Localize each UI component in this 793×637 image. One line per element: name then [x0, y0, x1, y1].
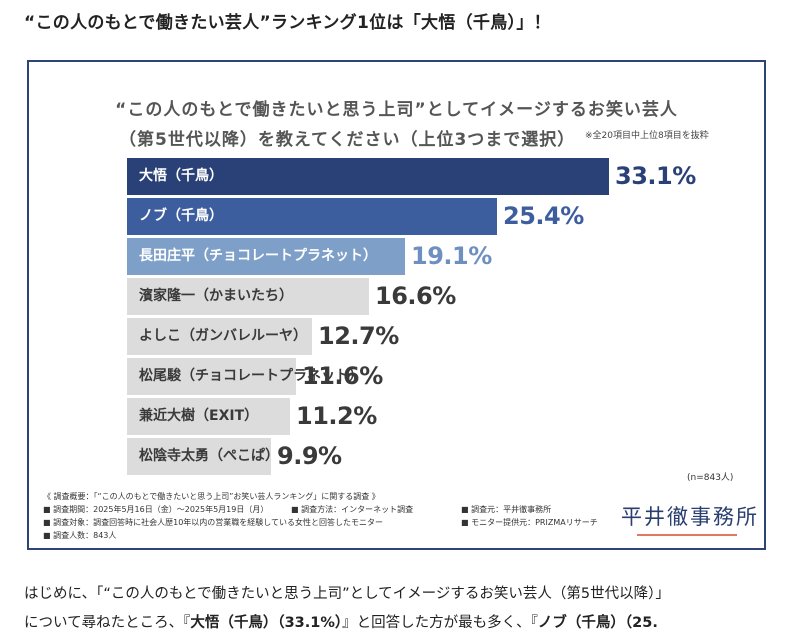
survey-heading: 《 調査概要：「“この人のもとで働きたいと思う上司”お笑い芸人ランキング」に関す…: [43, 492, 380, 501]
bar-value: 33.1%: [615, 162, 696, 190]
sample-size: (n=843人): [687, 473, 734, 483]
paragraph-text: 』と回答した方が最も多く、『: [342, 615, 538, 631]
company-logo: 平井徹事務所: [621, 505, 759, 529]
bar-row: 兼近大樹（EXIT） 11.2%: [127, 398, 747, 435]
bar-row: ノブ（千鳥） 25.4%: [127, 198, 747, 235]
bar-row: 松陰寺太勇（ぺこぱ） 9.9%: [127, 438, 747, 475]
bar-label: よしこ（ガンバレルーヤ）: [139, 328, 307, 344]
paragraph-highlight-1: 大悟（千鳥）（33.1%）: [190, 615, 343, 631]
chart-title-line1: “この人のもとで働きたいと思う上司”としてイメージするお笑い芸人: [115, 100, 678, 120]
bar-row: よしこ（ガンバレルーヤ） 12.7%: [127, 318, 747, 355]
bar: [127, 158, 609, 195]
bar-value: 11.6%: [302, 362, 383, 390]
bar: [127, 438, 271, 475]
bar-value: 12.7%: [318, 322, 399, 350]
chart-note: ※全20項目中上位8項目を抜粋: [585, 131, 709, 141]
paragraph-highlight-2: ノブ（千鳥）（25.: [537, 615, 658, 631]
bar: [127, 238, 405, 275]
bar: [127, 398, 290, 435]
bar-chart: 大悟（千鳥） 33.1% ノブ（千鳥） 25.4% 長田庄平（チョコレートプラネット） 1…: [127, 158, 747, 478]
bar-row: 長田庄平（チョコレートプラネット） 19.1%: [127, 238, 747, 275]
chart-title-line2: （第5世代以降）を教えてください（上位3つまで選択）: [119, 130, 576, 150]
survey-provider: ■ モニター提供元：PRIZMAリサーチ: [461, 518, 598, 527]
bar-value: 25.4%: [503, 202, 584, 230]
survey-period: ■ 調査期間：2025年5月16日（金）〜2025年5月19日（月）: [43, 505, 269, 514]
bar-value: 11.2%: [296, 402, 377, 430]
survey-target: ■ 調査対象：調査回答時に社会人歴10年以内の営業職を経験している女性と回答した…: [43, 518, 384, 527]
paragraph-text: について尋ねたところ、『: [24, 615, 191, 631]
bar-label: 松尾駿（チョコレートプラネット）: [139, 368, 363, 384]
bar-value: 16.6%: [375, 282, 456, 310]
body-paragraph-line2: について尋ねたところ、『大悟（千鳥）（33.1%）』と回答した方が最も多く、『ノ…: [24, 611, 658, 632]
bar-row: 大悟（千鳥） 33.1%: [127, 158, 747, 195]
survey-method: ■ 調査方法：インターネット調査: [291, 505, 414, 514]
ranking-infographic: “この人のもとで働きたいと思う上司”としてイメージするお笑い芸人 （第5世代以降…: [27, 60, 766, 550]
bar-label: 松陰寺太勇（ぺこぱ）: [139, 448, 279, 464]
bar-label: ノブ（千鳥）: [139, 208, 223, 224]
bar-value: 19.1%: [411, 242, 492, 270]
survey-count: ■ 調査人数：843人: [43, 531, 117, 540]
logo-underline: [637, 534, 737, 536]
bar-row: 濱家隆一（かまいたち） 16.6%: [127, 278, 747, 315]
survey-organizer: ■ 調査元：平井徹事務所: [461, 505, 552, 514]
bar: [127, 318, 312, 355]
body-paragraph-line1: はじめに、「“この人のもとで働きたいと思う上司”としてイメージするお笑い芸人（第…: [24, 586, 670, 602]
bar-label: 兼近大樹（EXIT）: [139, 408, 259, 424]
survey-overview: 《 調査概要：「“この人のもとで働きたいと思う上司”お笑い芸人ランキング」に関す…: [43, 490, 603, 542]
bar: [127, 198, 497, 235]
bar: [127, 278, 369, 315]
bar-label: 濱家隆一（かまいたち）: [139, 288, 293, 304]
bar: [127, 358, 296, 395]
bar-row: 松尾駿（チョコレートプラネット） 11.6%: [127, 358, 747, 395]
article-headline: “この人のもとで働きたい芸人”ランキング1位は「大悟（千鳥）」！: [24, 13, 551, 33]
bar-value: 9.9%: [277, 442, 342, 470]
bar-label: 長田庄平（チョコレートプラネット）: [139, 248, 377, 264]
bar-label: 大悟（千鳥）: [139, 168, 223, 184]
